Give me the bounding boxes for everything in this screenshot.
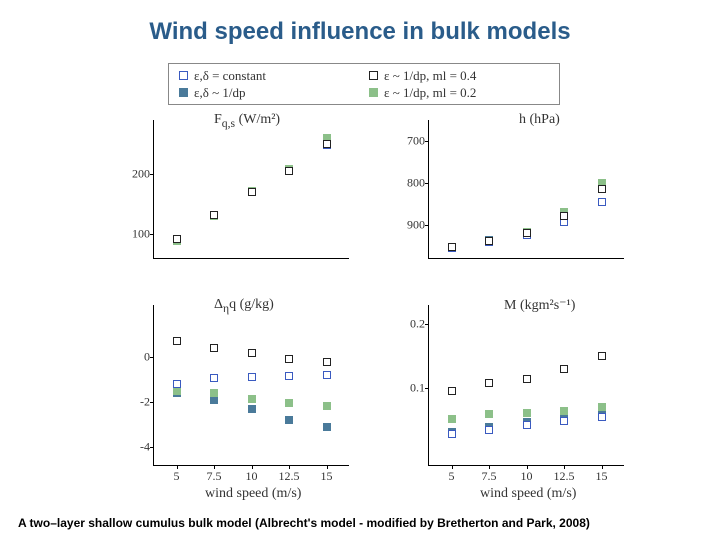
y-tick-label: 200 xyxy=(132,167,150,182)
data-point xyxy=(598,352,606,360)
legend-item: ε ~ 1/dp, ml = 0.4 xyxy=(369,67,476,84)
page-title: Wind speed influence in bulk models xyxy=(0,18,720,46)
x-tick-label: 15 xyxy=(596,469,608,484)
panel-h: h (hPa) 700 800 900 xyxy=(380,110,630,280)
data-point xyxy=(210,344,218,352)
data-point xyxy=(173,235,181,243)
data-point xyxy=(598,198,606,206)
x-tick-label: 7.5 xyxy=(207,469,222,484)
panel-m: M (kgm²s⁻¹)0.10.257.51012.515 xyxy=(380,295,630,465)
y-tick-label: 0.1 xyxy=(410,381,425,396)
x-tick-label: 10 xyxy=(521,469,533,484)
data-point xyxy=(485,237,493,245)
x-tick-label: 5 xyxy=(174,469,180,484)
panel-title: Fq,s (W/m²) xyxy=(214,112,280,130)
data-point xyxy=(173,380,181,388)
data-point xyxy=(523,375,531,383)
legend-label: ε,δ = constant xyxy=(194,68,266,84)
x-tick-label: 7.5 xyxy=(482,469,497,484)
legend-item: ε ~ 1/dp, ml = 0.2 xyxy=(369,84,476,101)
data-point xyxy=(323,371,331,379)
data-point xyxy=(323,402,331,410)
y-tick-label: 700 xyxy=(407,133,425,148)
legend: ε,δ = constant ε,δ ~ 1/dp ε ~ 1/dp, ml =… xyxy=(168,63,560,105)
data-point xyxy=(523,421,531,429)
square-open-icon xyxy=(179,71,188,80)
data-point xyxy=(448,243,456,251)
panel-title: Δηq (g/kg) xyxy=(214,297,274,315)
x-axis-label: wind speed (m/s) xyxy=(205,486,301,502)
data-point xyxy=(323,423,331,431)
data-point xyxy=(448,415,456,423)
y-tick-label: 900 xyxy=(407,217,425,232)
data-point xyxy=(173,337,181,345)
legend-item: ε,δ ~ 1/dp xyxy=(179,84,266,101)
data-point xyxy=(285,372,293,380)
legend-item: ε,δ = constant xyxy=(179,67,266,84)
square-fill-icon xyxy=(179,88,188,97)
x-tick-label: 10 xyxy=(246,469,258,484)
data-point xyxy=(248,405,256,413)
x-tick-label: 15 xyxy=(321,469,333,484)
data-point xyxy=(560,417,568,425)
data-point xyxy=(448,387,456,395)
data-point xyxy=(285,416,293,424)
y-tick-label: 100 xyxy=(132,227,150,242)
square-open-icon xyxy=(369,71,378,80)
y-tick-label: 0.2 xyxy=(410,317,425,332)
figure-caption: A two–layer shallow cumulus bulk model (… xyxy=(0,516,720,530)
data-point xyxy=(598,185,606,193)
plot-area: h (hPa)700800900 xyxy=(428,120,624,259)
data-point xyxy=(560,365,568,373)
data-point xyxy=(248,349,256,357)
data-point xyxy=(248,373,256,381)
x-tick-label: 12.5 xyxy=(279,469,300,484)
data-point xyxy=(485,379,493,387)
data-point xyxy=(448,430,456,438)
data-point xyxy=(285,355,293,363)
data-point xyxy=(210,374,218,382)
plot-area: Δηq (g/kg)-4-2057.51012.515 xyxy=(153,305,349,466)
data-point xyxy=(523,229,531,237)
data-point xyxy=(523,409,531,417)
data-point xyxy=(210,211,218,219)
data-point xyxy=(285,399,293,407)
data-point xyxy=(598,413,606,421)
data-point xyxy=(210,389,218,397)
y-tick-label: 800 xyxy=(407,175,425,190)
data-point xyxy=(323,140,331,148)
panel-title: M (kgm²s⁻¹) xyxy=(504,297,575,314)
square-fill-icon xyxy=(369,88,378,97)
x-tick-label: 12.5 xyxy=(554,469,575,484)
y-tick-label: -2 xyxy=(140,394,150,409)
data-point xyxy=(485,426,493,434)
plot-area: M (kgm²s⁻¹)0.10.257.51012.515 xyxy=(428,305,624,466)
panel-dq: Δηq (g/kg)-4-2057.51012.515 xyxy=(105,295,355,465)
legend-label: ε ~ 1/dp, ml = 0.2 xyxy=(384,85,476,101)
plot-area: Fq,s (W/m²)100200 xyxy=(153,120,349,259)
data-point xyxy=(560,407,568,415)
legend-label: ε ~ 1/dp, ml = 0.4 xyxy=(384,68,476,84)
data-point xyxy=(285,167,293,175)
legend-label: ε,δ ~ 1/dp xyxy=(194,85,245,101)
panel-title: h (hPa) xyxy=(519,112,560,128)
data-point xyxy=(485,410,493,418)
data-point xyxy=(323,358,331,366)
data-point xyxy=(598,403,606,411)
data-point xyxy=(248,188,256,196)
panel-fqs: Fq,s (W/m²) 100 200 xyxy=(105,110,355,280)
y-tick-label: -4 xyxy=(140,439,150,454)
x-tick-label: 5 xyxy=(449,469,455,484)
x-axis-label: wind speed (m/s) xyxy=(480,486,576,502)
data-point xyxy=(248,395,256,403)
data-point xyxy=(560,212,568,220)
